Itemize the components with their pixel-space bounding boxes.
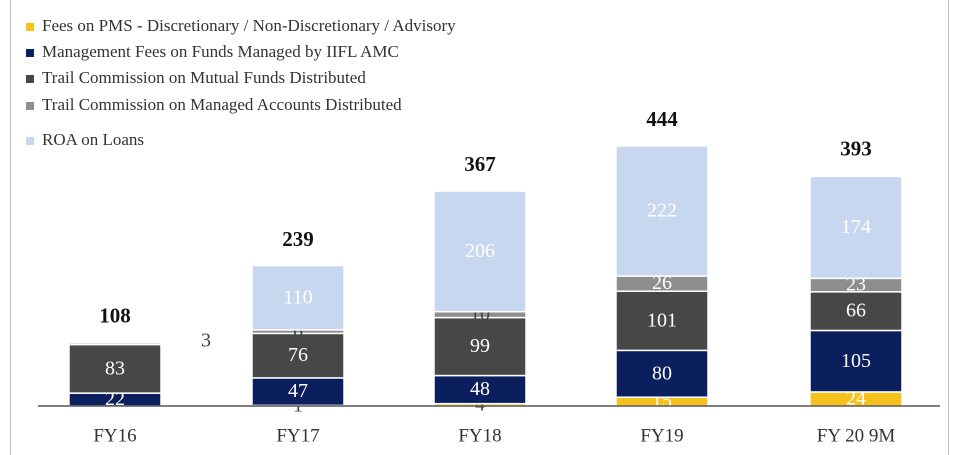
- total-label: 367: [464, 152, 496, 176]
- bar-segment: [433, 316, 527, 377]
- bar-segment: [251, 377, 345, 407]
- legend-swatch: [26, 49, 34, 57]
- total-label: 444: [646, 107, 678, 131]
- bar-segment: [615, 290, 709, 352]
- data-label: 174: [841, 216, 871, 238]
- data-label: 23: [846, 274, 866, 296]
- data-label: 83: [105, 357, 125, 379]
- total-label: 239: [282, 227, 314, 251]
- legend-label: Trail Commission on Managed Accounts Dis…: [42, 95, 402, 114]
- bar-segment: [251, 332, 345, 379]
- data-label: 80: [652, 362, 672, 384]
- bar-segment: [68, 343, 162, 394]
- data-label: 3: [201, 329, 211, 351]
- total-label: 108: [99, 304, 131, 328]
- data-label: 206: [465, 240, 495, 262]
- legend-label: Management Fees on Funds Managed by IIFL…: [42, 42, 399, 61]
- bar-segment: [433, 190, 527, 313]
- x-tick-label: FY17: [276, 425, 319, 446]
- data-label: 110: [283, 286, 312, 308]
- bar-segment: [433, 374, 527, 405]
- legend-swatch: [26, 137, 34, 145]
- x-tick-label: FY16: [93, 425, 136, 446]
- data-label: 66: [846, 300, 866, 322]
- data-label: 47: [288, 380, 308, 402]
- x-tick-label: FY19: [640, 425, 683, 446]
- legend-swatch: [26, 23, 34, 31]
- data-label: 26: [652, 272, 672, 294]
- total-label: 393: [840, 137, 872, 161]
- chart-frame: [10, 0, 949, 455]
- legend-swatch: [26, 102, 34, 110]
- data-label: 6: [293, 320, 303, 342]
- data-label: 222: [647, 200, 677, 222]
- bar-segment: [809, 291, 903, 332]
- data-label: 4: [475, 393, 485, 415]
- data-label: 105: [841, 350, 871, 372]
- legend-swatch: [26, 75, 34, 83]
- data-label: 76: [288, 344, 308, 366]
- bar-segment: [615, 145, 709, 277]
- x-tick-label: FY 20 9M: [817, 425, 896, 446]
- bar-segment: [809, 175, 903, 280]
- bar-segment: [251, 264, 345, 331]
- data-label: 48: [470, 378, 490, 400]
- bar-segment: [68, 342, 162, 346]
- legend-label: Trail Commission on Mutual Funds Distrib…: [42, 68, 366, 87]
- data-label: 99: [470, 335, 490, 357]
- legend-label: ROA on Loans: [42, 130, 144, 149]
- data-label: 24: [846, 388, 866, 410]
- legend-label: Fees on PMS - Discretionary / Non-Discre…: [42, 16, 456, 35]
- x-tick-label: FY18: [458, 425, 501, 446]
- data-label: 101: [647, 309, 677, 331]
